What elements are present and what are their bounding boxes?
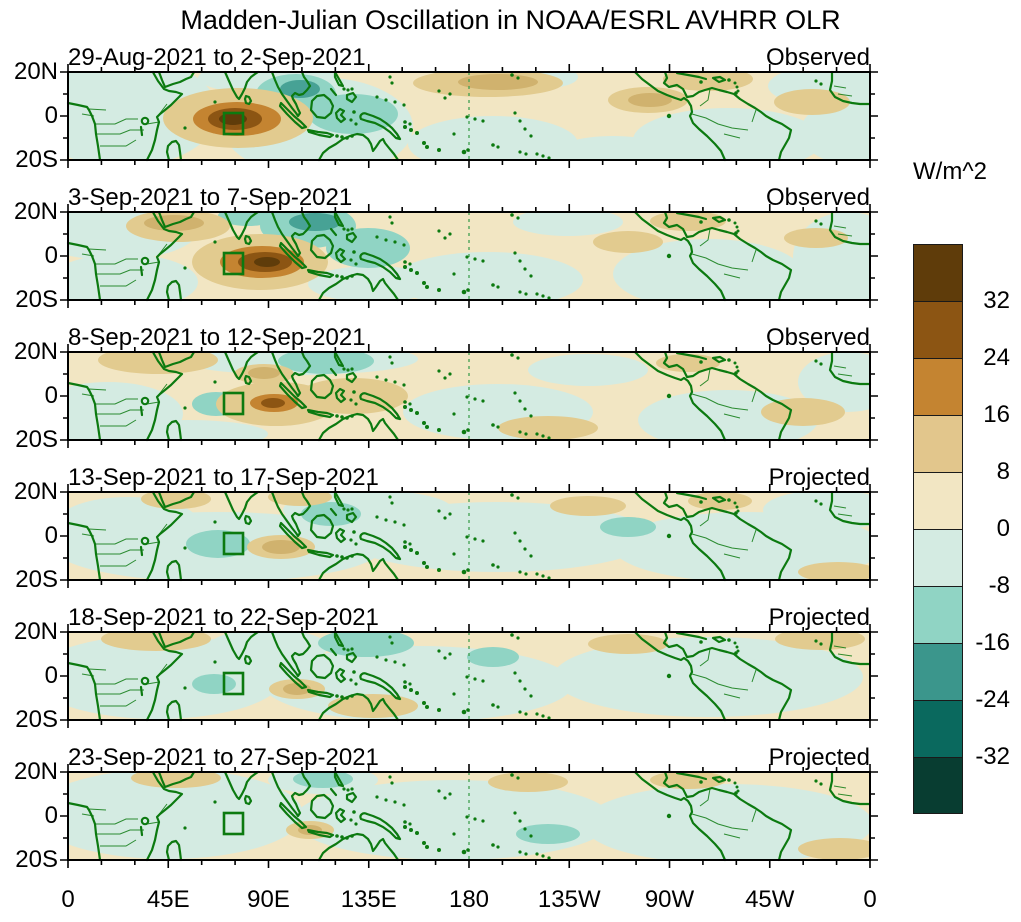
y-tick-label-20n: 20N [13, 758, 58, 785]
colorbar-cell-5 [913, 529, 963, 586]
y-tick-label-0: 0 [44, 662, 58, 689]
panel-date-range: 3-Sep-2021 to 7-Sep-2021 [68, 184, 353, 211]
colorbar-cell-2 [913, 358, 963, 415]
panel-header: 13-Sep-2021 to 17-Sep-2021 Projected [68, 464, 870, 491]
y-tick-label-20s: 20S [15, 146, 58, 173]
colorbar-tick-label: -8 [988, 572, 1010, 599]
colorbar-cell-4 [913, 472, 963, 529]
x-tick-label: 135E [340, 886, 397, 913]
y-tick-label-20n: 20N [13, 58, 58, 85]
colorbar-tick-label: -16 [975, 629, 1010, 656]
olr-anomaly-map [60, 64, 878, 168]
y-tick-label-20s: 20S [15, 426, 58, 453]
map-frame [67, 631, 871, 721]
y-tick-label-0: 0 [44, 102, 58, 129]
colorbar-cell-1 [913, 301, 963, 358]
y-tick-label-20n: 20N [13, 198, 58, 225]
axis-ticks [60, 764, 878, 868]
panel-header: 8-Sep-2021 to 12-Sep-2021 Observed [68, 324, 870, 351]
colorbar-tick-label: -32 [975, 743, 1010, 770]
panel-header: 3-Sep-2021 to 7-Sep-2021 Observed [68, 184, 870, 211]
olr-anomaly-map [60, 764, 878, 868]
panel-status-label: Projected [768, 744, 870, 771]
olr-anomaly-map [60, 204, 878, 308]
axis-ticks [60, 204, 878, 308]
colorbar-tick-label: 8 [996, 458, 1010, 485]
axis-ticks [60, 624, 878, 728]
panel-date-range: 8-Sep-2021 to 12-Sep-2021 [68, 324, 366, 351]
map-panel-5: 18-Sep-2021 to 22-Sep-2021 Projected 20N… [0, 604, 1021, 744]
y-tick-label-0: 0 [44, 802, 58, 829]
panel-date-range: 13-Sep-2021 to 17-Sep-2021 [68, 464, 379, 491]
x-tick-label: 90E [247, 886, 290, 913]
colorbar-cell-0 [913, 244, 963, 301]
y-tick-label-20s: 20S [15, 566, 58, 593]
y-tick-label-20n: 20N [13, 618, 58, 645]
panel-header: 29-Aug-2021 to 2-Sep-2021 Observed [68, 44, 870, 71]
x-tick-label: 45W [745, 886, 795, 913]
x-tick-label: 90W [644, 886, 695, 913]
map-panel-6: 23-Sep-2021 to 27-Sep-2021 Projected 20N… [0, 744, 1021, 884]
x-tick-label: 135W [537, 886, 601, 913]
map-frame [67, 771, 871, 861]
colorbar-cell-6 [913, 586, 963, 643]
panel-date-range: 18-Sep-2021 to 22-Sep-2021 [68, 604, 379, 631]
map-frame [67, 351, 871, 441]
axis-ticks [60, 484, 878, 588]
colorbar-tick-label: -24 [975, 686, 1010, 713]
colorbar-unit-label: W/m^2 [913, 158, 987, 185]
map-panel-1: 29-Aug-2021 to 2-Sep-2021 Observed 20N 0… [0, 44, 1021, 184]
x-tick-label: 0 [863, 886, 877, 913]
colorbar-cell-7 [913, 643, 963, 700]
panel-status-label: Observed [765, 324, 870, 351]
x-tick-label: 45E [146, 886, 190, 913]
colorbar-tick-label: 0 [996, 515, 1010, 542]
y-tick-label-20s: 20S [15, 846, 58, 873]
olr-anomaly-map [60, 484, 878, 588]
panel-status-label: Observed [765, 184, 870, 211]
olr-anomaly-map [60, 624, 878, 728]
x-tick-label: 0 [61, 886, 75, 913]
colorbar-tick-label: 16 [983, 401, 1010, 428]
panel-status-label: Projected [768, 604, 870, 631]
y-tick-label-0: 0 [44, 382, 58, 409]
y-tick-label-0: 0 [44, 522, 58, 549]
colorbar-cell-9 [913, 757, 963, 814]
x-axis: 0 45E 90E 135E 180 135W 90W 45W 0 [0, 886, 1021, 916]
axis-ticks [60, 344, 878, 448]
map-frame [67, 491, 871, 581]
y-tick-label-0: 0 [44, 242, 58, 269]
colorbar-cell-3 [913, 415, 963, 472]
colorbar-cell-8 [913, 700, 963, 757]
panel-header: 23-Sep-2021 to 27-Sep-2021 Projected [68, 744, 870, 771]
y-tick-label-20n: 20N [13, 338, 58, 365]
y-tick-label-20n: 20N [13, 478, 58, 505]
panel-status-label: Observed [765, 44, 870, 71]
panel-status-label: Projected [768, 464, 870, 491]
panel-date-range: 29-Aug-2021 to 2-Sep-2021 [68, 44, 366, 71]
colorbar [913, 244, 963, 814]
y-tick-label-20s: 20S [15, 706, 58, 733]
map-panel-3: 8-Sep-2021 to 12-Sep-2021 Observed 20N 0… [0, 324, 1021, 464]
map-panel-4: 13-Sep-2021 to 17-Sep-2021 Projected 20N… [0, 464, 1021, 604]
figure-title: Madden-Julian Oscillation in NOAA/ESRL A… [180, 5, 841, 35]
map-frame [67, 71, 871, 161]
panel-header: 18-Sep-2021 to 22-Sep-2021 Projected [68, 604, 870, 631]
map-frame [67, 211, 871, 301]
olr-anomaly-map [60, 344, 878, 448]
y-tick-label-20s: 20S [15, 286, 58, 313]
panel-date-range: 23-Sep-2021 to 27-Sep-2021 [68, 744, 379, 771]
map-panel-2: 3-Sep-2021 to 7-Sep-2021 Observed 20N 0 … [0, 184, 1021, 324]
colorbar-tick-label: 32 [983, 287, 1010, 314]
colorbar-tick-label: 24 [983, 344, 1010, 371]
x-tick-label: 180 [448, 886, 490, 913]
axis-ticks [60, 64, 878, 168]
